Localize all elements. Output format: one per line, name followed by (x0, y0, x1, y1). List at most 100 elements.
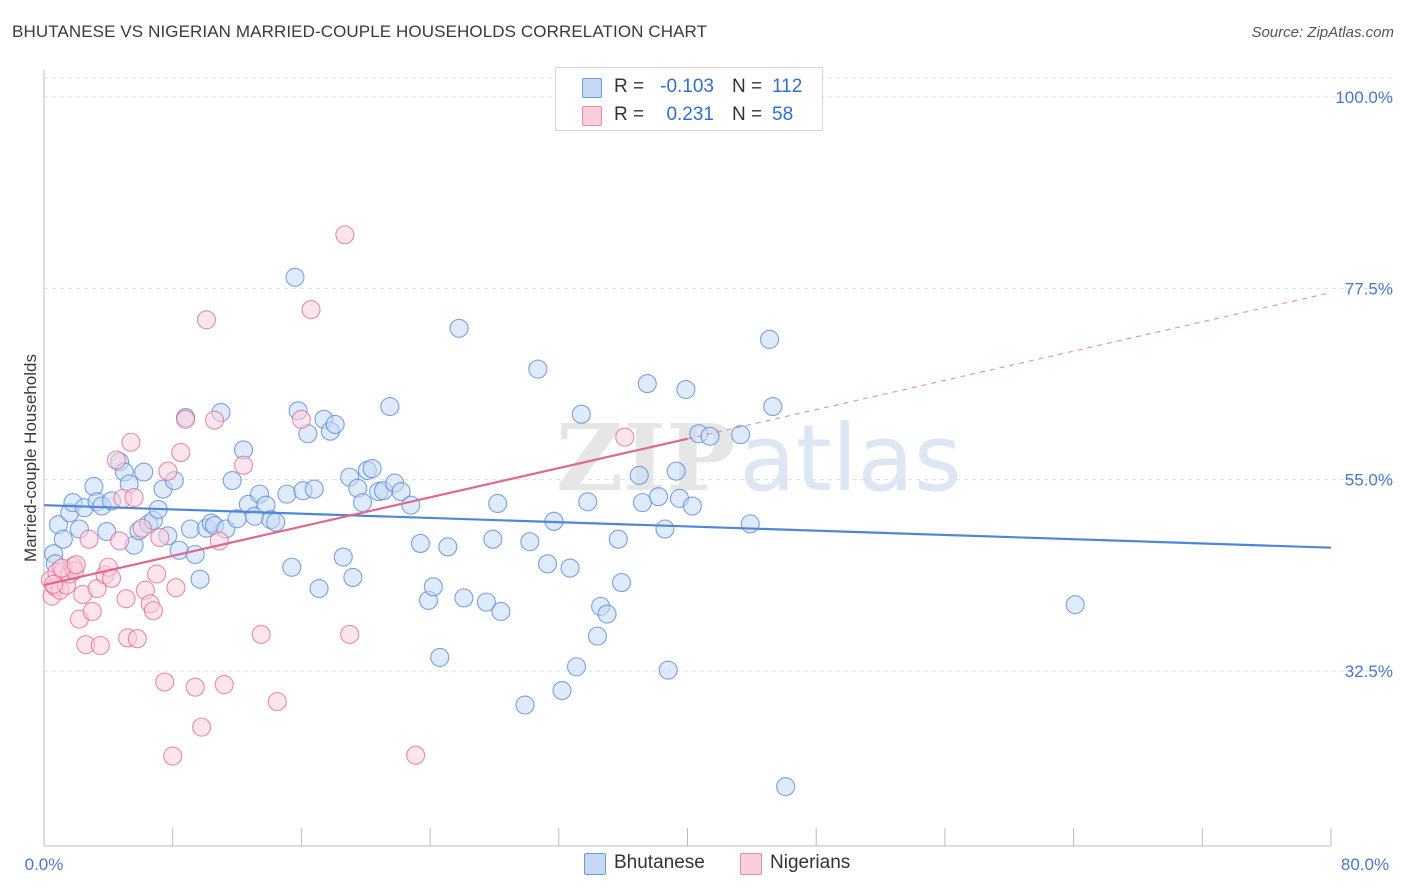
point-bhutanese (676, 379, 696, 400)
point-bhutanese (410, 533, 430, 553)
point-nigerians (406, 745, 426, 765)
point-bhutanese (731, 425, 751, 445)
point-bhutanese (282, 557, 302, 577)
point-nigerians (214, 675, 234, 695)
point-nigerians (301, 300, 321, 320)
point-bhutanese (597, 604, 617, 624)
legend-row-bhutanese: R = -0.103 N = 112 (556, 73, 822, 101)
point-bhutanese (629, 465, 649, 485)
point-nigerians (196, 310, 217, 330)
point-nigerians (132, 518, 152, 538)
point-bhutanese (776, 777, 796, 797)
point-nigerians (233, 455, 254, 475)
point-bhutanese (491, 601, 511, 622)
point-bhutanese (391, 482, 411, 502)
point-bhutanese (438, 537, 458, 557)
point-bhutanese (740, 514, 760, 534)
point-nigerians (166, 578, 186, 598)
legend-r-value: 0.231 (666, 104, 714, 125)
chart-title: BHUTANESE VS NIGERIAN MARRIED-COUPLE HOU… (12, 22, 708, 41)
point-bhutanese (658, 660, 678, 680)
point-nigerians (171, 442, 191, 463)
point-bhutanese (566, 657, 587, 677)
point-bhutanese (571, 404, 591, 424)
point-bhutanese (1065, 595, 1085, 615)
point-bhutanese (423, 577, 443, 597)
point-bhutanese (488, 493, 508, 514)
correlation-legend: R = -0.103 N = 112 R = 0.231 N = 58 (555, 67, 823, 131)
point-nigerians (124, 487, 144, 508)
point-bhutanese (682, 496, 702, 516)
legend-swatch-bhutanese (584, 853, 606, 875)
point-nigerians (150, 527, 170, 548)
point-bhutanese (97, 521, 117, 542)
point-bhutanese (309, 578, 329, 599)
legend-n-value: 112 (772, 76, 803, 97)
point-bhutanese (578, 492, 598, 512)
point-bhutanese (362, 459, 382, 479)
point-bhutanese (454, 588, 474, 608)
legend-label-bhutanese: Bhutanese (614, 852, 705, 873)
point-bhutanese (587, 626, 607, 646)
point-bhutanese (134, 462, 154, 482)
point-nigerians (163, 746, 183, 766)
point-bhutanese (637, 374, 657, 394)
point-nigerians (158, 461, 178, 481)
point-nigerians (127, 629, 147, 649)
point-bhutanese (520, 532, 540, 552)
trendline-bhutanese (43, 504, 1332, 549)
point-bhutanese (655, 519, 675, 539)
trendline-nigerians (43, 437, 688, 587)
y-tick-label: 32.5% (1345, 662, 1393, 681)
y-tick-label: 77.5% (1345, 279, 1393, 298)
point-bhutanese (611, 573, 632, 593)
point-nigerians (147, 564, 167, 584)
point-nigerians (192, 717, 212, 737)
point-nigerians (121, 432, 141, 452)
point-bhutanese (380, 396, 400, 417)
point-bhutanese (53, 529, 73, 549)
legend-swatch-nigerians (582, 106, 602, 126)
point-nigerians (66, 555, 86, 575)
point-bhutanese (325, 414, 345, 434)
point-nigerians (155, 672, 175, 692)
legend-n-label: N = (732, 76, 763, 97)
point-bhutanese (666, 461, 686, 481)
point-nigerians (291, 409, 311, 429)
point-bhutanese (552, 681, 572, 701)
point-nigerians (143, 601, 163, 621)
point-bhutanese (759, 329, 780, 349)
point-bhutanese (304, 479, 324, 499)
point-bhutanese (632, 493, 653, 513)
point-nigerians (116, 589, 136, 609)
legend-r-label: R = (614, 104, 645, 125)
point-bhutanese (537, 554, 558, 574)
point-bhutanese (763, 396, 783, 417)
point-nigerians (90, 635, 110, 656)
y-tick-label: 55.0% (1345, 471, 1393, 490)
legend-r-value: -0.103 (660, 76, 714, 97)
legend-swatch-bhutanese (582, 78, 602, 98)
y-tick-label: 100.0% (1335, 88, 1393, 107)
point-bhutanese (449, 318, 469, 338)
point-bhutanese (180, 519, 200, 539)
point-bhutanese (352, 493, 373, 513)
legend-n-value: 58 (772, 104, 794, 125)
point-bhutanese (333, 547, 353, 567)
point-nigerians (267, 692, 287, 712)
x-tick-label: 80.0% (1341, 855, 1389, 874)
point-bhutanese (608, 529, 628, 549)
point-bhutanese (528, 359, 548, 379)
point-bhutanese (266, 512, 286, 532)
legend-swatch-nigerians (740, 853, 762, 875)
x-tick-label: 0.0% (25, 855, 64, 874)
point-nigerians (615, 427, 635, 447)
legend-r-label: R = (614, 76, 645, 97)
point-bhutanese (285, 267, 305, 287)
point-nigerians (335, 225, 355, 245)
watermark: ZIPatlas (556, 404, 962, 512)
source-label: Source: ZipAtlas.com (1251, 24, 1394, 41)
point-nigerians (106, 450, 126, 470)
point-bhutanese (401, 495, 421, 515)
